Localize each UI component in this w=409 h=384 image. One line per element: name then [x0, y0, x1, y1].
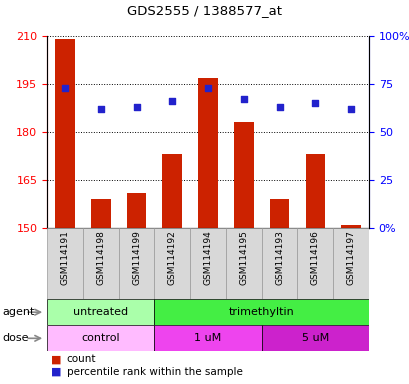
Bar [269, 199, 289, 228]
Bar [154, 325, 261, 351]
Text: ■: ■ [51, 367, 62, 377]
Bar [154, 228, 190, 299]
Bar [47, 325, 154, 351]
Bar [198, 78, 217, 228]
Text: count: count [67, 354, 96, 364]
Bar [305, 154, 324, 228]
Bar [154, 299, 368, 325]
Text: 5 uM: 5 uM [301, 333, 328, 343]
Text: GSM114198: GSM114198 [96, 230, 105, 285]
Text: GSM114195: GSM114195 [239, 230, 248, 285]
Point [97, 106, 104, 112]
Point [311, 100, 318, 106]
Text: control: control [81, 333, 120, 343]
Text: agent: agent [2, 307, 34, 317]
Bar [261, 228, 297, 299]
Bar [47, 299, 154, 325]
Text: percentile rank within the sample: percentile rank within the sample [67, 367, 242, 377]
Bar [297, 228, 333, 299]
Text: GSM114196: GSM114196 [310, 230, 319, 285]
Bar [55, 39, 75, 228]
Text: untreated: untreated [73, 307, 128, 317]
Bar [340, 225, 360, 228]
Bar [91, 199, 110, 228]
Text: GSM114194: GSM114194 [203, 230, 212, 285]
Bar [83, 228, 118, 299]
Bar [225, 228, 261, 299]
Text: GSM114199: GSM114199 [132, 230, 141, 285]
Text: GDS2555 / 1388577_at: GDS2555 / 1388577_at [127, 4, 282, 17]
Text: GSM114191: GSM114191 [61, 230, 70, 285]
Text: GSM114197: GSM114197 [346, 230, 355, 285]
Text: GSM114193: GSM114193 [274, 230, 283, 285]
Bar [47, 228, 83, 299]
Bar [126, 193, 146, 228]
Text: 1 uM: 1 uM [194, 333, 221, 343]
Text: GSM114192: GSM114192 [167, 230, 176, 285]
Text: dose: dose [2, 333, 29, 343]
Point [240, 96, 247, 103]
Bar [118, 228, 154, 299]
Point [133, 104, 139, 110]
Bar [162, 154, 182, 228]
Text: ■: ■ [51, 354, 62, 364]
Bar [333, 228, 368, 299]
Bar [190, 228, 225, 299]
Point [204, 85, 211, 91]
Point [347, 106, 353, 112]
Bar [261, 325, 368, 351]
Bar [234, 122, 253, 228]
Point [276, 104, 282, 110]
Text: trimethyltin: trimethyltin [228, 307, 294, 317]
Point [62, 85, 68, 91]
Point [169, 98, 175, 104]
